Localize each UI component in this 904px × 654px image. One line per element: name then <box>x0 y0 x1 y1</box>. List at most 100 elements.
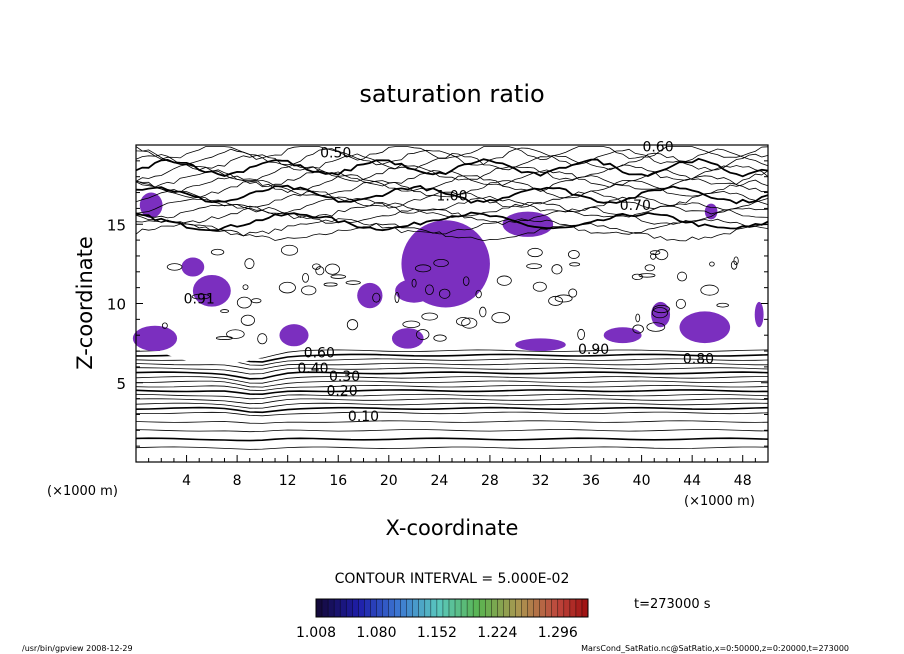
colorbar-cell <box>406 599 414 617</box>
supersaturated-region <box>139 192 163 218</box>
contour-line <box>135 206 769 226</box>
contour-ring <box>301 285 317 296</box>
supersaturated-region <box>357 282 383 309</box>
contour-ring <box>372 292 381 303</box>
contour-ring <box>479 306 487 318</box>
colorbar-cell <box>527 599 534 617</box>
colorbar-cell <box>412 599 420 617</box>
contour-ring <box>567 250 580 259</box>
supersaturated-region <box>181 257 205 277</box>
contour-ring <box>527 247 543 258</box>
colorbar-cell <box>503 599 510 617</box>
colorbar-cell <box>418 599 426 617</box>
contour-ring <box>635 313 641 323</box>
x-tick-label: 32 <box>532 473 550 489</box>
x-axis-label: X-coordinate <box>386 516 519 540</box>
colorbar-cell <box>316 599 323 617</box>
colorbar-cell <box>569 599 577 617</box>
contour-line <box>135 174 769 193</box>
contour-ring <box>632 324 644 334</box>
contour-ring <box>161 322 168 329</box>
supersaturated-region <box>515 338 566 352</box>
contour-label: 0.60 <box>304 345 335 361</box>
contour-line <box>135 190 769 210</box>
contour-ring <box>166 263 183 271</box>
contour-ring <box>475 289 482 299</box>
contour-line <box>135 429 769 433</box>
upper-contours <box>135 146 769 345</box>
colorbar-cell <box>485 599 492 617</box>
unsaturated-region <box>553 292 680 331</box>
colorbar-cell <box>521 599 528 617</box>
chart-title: saturation ratio <box>359 80 544 108</box>
contour-ring <box>462 276 470 286</box>
colorbar-cell <box>497 599 504 617</box>
contour-ring <box>577 328 585 340</box>
colorbar-cell <box>515 599 522 617</box>
supersaturated-region <box>679 311 731 344</box>
contour-ring <box>414 264 432 273</box>
contour-ring <box>644 264 656 272</box>
contour-ring <box>220 309 230 314</box>
y-axis-ticks: 5 10 15 <box>107 160 768 447</box>
contour-labels: 0.100.200.300.400.600.910.50 0.600.701.00… <box>184 139 714 424</box>
time-label: t=273000 s <box>634 597 711 612</box>
colorbar-cell <box>581 599 589 617</box>
colorbar-tick-label: 1.296 <box>538 625 578 641</box>
contour-label: 0.30 <box>329 369 360 385</box>
colorbar-cell <box>479 599 486 617</box>
contour-ring <box>548 295 563 306</box>
x-tick-label: 48 <box>734 473 752 489</box>
contour-ring <box>236 296 252 309</box>
colorbar-cell <box>442 599 450 617</box>
colorbar-cell <box>394 599 401 617</box>
contour-ring <box>280 244 299 256</box>
contour-ring <box>210 248 225 256</box>
contour-line <box>135 179 769 199</box>
contour-line <box>135 376 768 384</box>
contour-ring <box>226 329 245 339</box>
contour-ring <box>491 312 511 324</box>
contour-label: 0.91 <box>184 292 215 308</box>
colorbar-cell <box>473 599 480 617</box>
colorbar-cell <box>545 599 553 617</box>
contour-ring <box>346 319 359 331</box>
contour-ring <box>709 261 715 267</box>
contour-ring <box>394 292 400 303</box>
contour-line <box>135 380 769 388</box>
saturation-regions <box>132 192 768 364</box>
x-tick-label: 24 <box>430 473 448 489</box>
contour-line <box>135 211 769 232</box>
supersaturated-region <box>603 327 642 344</box>
contour-line <box>135 411 769 417</box>
contour-ring <box>257 333 268 345</box>
contour-line <box>135 157 769 178</box>
contour-label: 0.90 <box>578 342 609 358</box>
contour-ring <box>215 336 233 340</box>
contour-line <box>135 146 769 161</box>
x-tick-label: 44 <box>683 473 701 489</box>
contour-ring <box>302 273 309 283</box>
contour-ring <box>421 312 438 321</box>
contour-ring <box>191 293 210 300</box>
x-tick-label: 40 <box>633 473 651 489</box>
contour-ring <box>345 280 361 285</box>
footer-right: MarsCond_SatRatio.nc@SatRatio,x=0:50000,… <box>581 644 849 653</box>
contour-ring <box>323 282 338 287</box>
unsaturated-region <box>148 306 288 364</box>
y-tick-label: 5 <box>116 375 126 393</box>
contour-ring <box>330 274 347 279</box>
colorbar-tick-label: 1.224 <box>477 625 517 641</box>
colorbar-tick-label: 1.152 <box>417 625 457 641</box>
contour-line <box>135 406 769 414</box>
stratified-contours <box>135 349 769 450</box>
colorbar-cell <box>388 599 395 617</box>
colorbar-tick-labels: 1.008 1.080 1.152 1.224 1.296 <box>296 625 578 641</box>
colorbar-cell <box>382 599 389 617</box>
contour-ring <box>651 307 669 319</box>
contour-ring <box>242 284 249 290</box>
contour-ring <box>700 284 719 296</box>
plot-area: 0.100.200.300.400.600.910.50 0.600.701.00… <box>107 139 769 489</box>
contour-line <box>135 147 769 167</box>
